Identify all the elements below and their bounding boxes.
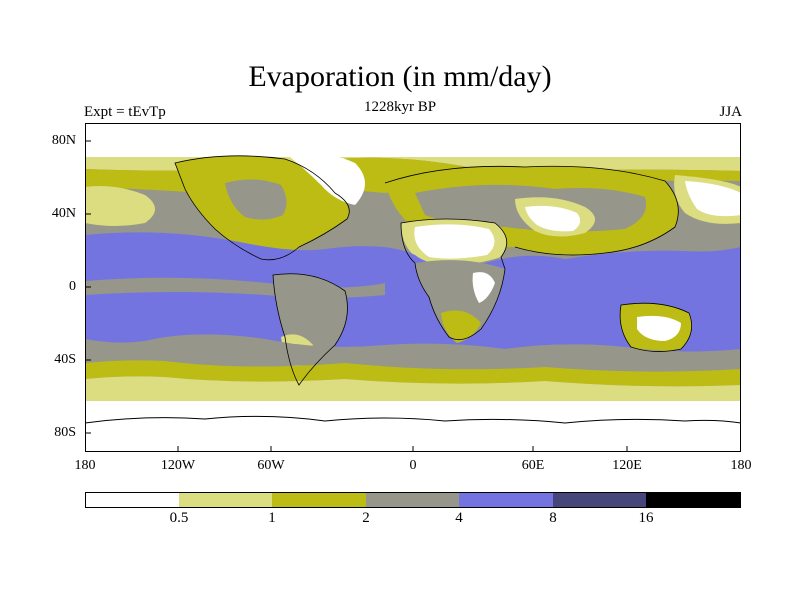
colorbar-bin-6 [646, 492, 741, 508]
africa-coastline [400, 218, 508, 341]
central-asia-desert [525, 205, 581, 232]
colorbar [85, 492, 741, 508]
colorbar-bin-0 [85, 492, 179, 508]
north-america-interior [225, 179, 287, 220]
colorbar-bin-4 [459, 492, 553, 508]
colorbar-bin-3 [366, 492, 459, 508]
experiment-label: Expt = tEvTp [84, 104, 166, 120]
axis-ticks [85, 140, 628, 452]
tropical-blue-band [85, 232, 741, 352]
arctic-white-band [85, 123, 741, 157]
colorbar-label-2: 2 [362, 510, 370, 526]
southern-olive-band [85, 360, 741, 387]
south-america-coastline [272, 273, 348, 386]
sahara-desert [414, 224, 495, 259]
y-tick-80s: 80S [54, 425, 76, 440]
australia-coastline [619, 302, 693, 352]
southern-africa-olive [441, 310, 481, 343]
season-label: JJA [719, 104, 742, 120]
greenland-white [285, 152, 365, 205]
x-tick-60e: 60E [521, 458, 545, 473]
southern-grey-band [85, 334, 741, 372]
colorbar-bin-2 [272, 492, 366, 508]
plot-subtitle: 1228kyr BP [363, 99, 437, 115]
x-tick-120w: 120W [160, 458, 196, 473]
colorbar-bin-1 [179, 492, 272, 508]
x-tick-120e: 120E [612, 458, 642, 473]
y-tick-40s: 40S [54, 352, 76, 367]
colorbar-bin-5 [553, 492, 646, 508]
evaporation-map [85, 123, 741, 452]
y-tick-equator: 0 [69, 279, 76, 294]
antarctica-white [85, 401, 741, 452]
east-africa-desert [472, 272, 495, 303]
australia-desert [637, 315, 681, 341]
colorbar-label-0-5: 0.5 [169, 510, 189, 526]
plot-title: Evaporation (in mm/day) [248, 60, 552, 93]
colorbar-label-4: 4 [455, 510, 463, 526]
x-tick-0: 0 [409, 458, 417, 473]
eurasia-coastline [384, 165, 679, 256]
north-america-coastline [174, 155, 350, 261]
north-pacific-pale-patch [85, 186, 155, 226]
x-tick-60w: 60W [257, 458, 285, 473]
y-tick-40n: 40N [51, 206, 76, 221]
colorbar-label-16: 16 [638, 510, 654, 526]
colorbar-label-8: 8 [549, 510, 557, 526]
colorbar-label-1: 1 [268, 510, 276, 526]
colorbar-frame [85, 492, 741, 508]
x-tick-180e: 180 [730, 458, 752, 473]
southern-pale-band [85, 376, 741, 401]
x-tick-180w: 180 [74, 458, 96, 473]
north-pacific-white-patch [685, 181, 741, 217]
y-tick-80n: 80N [51, 133, 76, 148]
antarctica-coastline [85, 415, 741, 424]
